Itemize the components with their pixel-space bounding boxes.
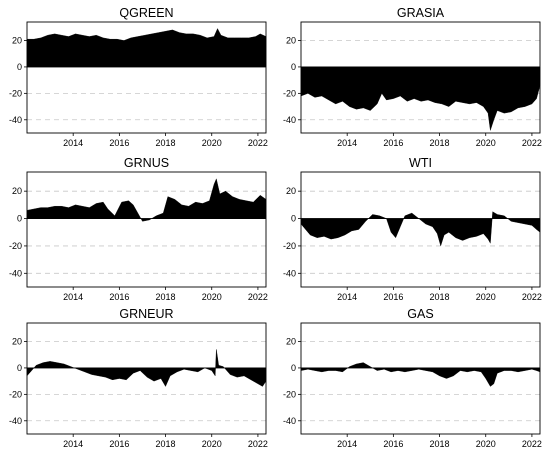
xtick-label: 2022: [522, 138, 542, 148]
ytick-label: -20: [9, 88, 22, 98]
xtick-label: 2022: [522, 292, 542, 302]
panel-title: GAS: [407, 307, 433, 321]
panel-grneur: 20 0 -20 -40 2014 2016 2018 2020 2022 GRNEUR: [9, 307, 268, 449]
plot-frame: [26, 171, 267, 288]
panel-wti: 20 0 -20 -40 2014 2016 2018 2020 2022 WTI: [283, 156, 542, 302]
ytick-label: 20: [286, 36, 296, 46]
ytick-label: 20: [12, 186, 22, 196]
ytick-label: 0: [291, 214, 296, 224]
xtick-label: 2018: [156, 138, 176, 148]
ytick-label: -20: [283, 241, 296, 251]
xtick-label: 2014: [337, 292, 357, 302]
panel-title: GRNUS: [124, 156, 169, 170]
ytick-label: -20: [283, 389, 296, 399]
series-area: [300, 66, 541, 131]
xtick-label: 2014: [63, 292, 83, 302]
plot-frame: [300, 322, 541, 435]
xtick-label: 2020: [476, 292, 496, 302]
panel-title: GRASIA: [397, 6, 445, 20]
plot-frame: [300, 171, 541, 288]
xtick-label: 2016: [109, 439, 129, 449]
xtick-label: 2020: [202, 138, 222, 148]
ytick-label: 0: [17, 62, 22, 72]
xtick-label: 2016: [109, 138, 129, 148]
panel-qgreen: 20 0 -20 -40 2014 2016 2018 2020 2022 QGREEN: [9, 6, 268, 148]
ytick-label: -20: [9, 389, 22, 399]
xtick-label: 2016: [383, 138, 403, 148]
ytick-label: 0: [291, 363, 296, 373]
panel-title: QGREEN: [119, 6, 173, 20]
ytick-label: 0: [17, 214, 22, 224]
ytick-label: -40: [9, 416, 22, 426]
ytick-label: 20: [12, 36, 22, 46]
panel-gas: 20 0 -20 -40 2014 2016 2018 2020 2022 GAS: [283, 307, 542, 449]
xtick-label: 2016: [383, 292, 403, 302]
ytick-label: 20: [286, 337, 296, 347]
ytick-label: 20: [12, 337, 22, 347]
ytick-label: 0: [291, 62, 296, 72]
xtick-label: 2014: [337, 439, 357, 449]
xtick-label: 2014: [337, 138, 357, 148]
xtick-label: 2016: [109, 292, 129, 302]
ytick-label: -20: [9, 241, 22, 251]
xtick-label: 2020: [476, 138, 496, 148]
ytick-label: -40: [283, 268, 296, 278]
ytick-label: -40: [283, 115, 296, 125]
panel-title: GRNEUR: [119, 307, 173, 321]
xtick-label: 2018: [430, 292, 450, 302]
plot-frame: [26, 21, 267, 134]
ytick-label: -40: [283, 416, 296, 426]
series-area: [300, 362, 541, 387]
ytick-label: -20: [283, 88, 296, 98]
xtick-label: 2022: [248, 292, 268, 302]
series-area: [300, 211, 541, 247]
xtick-label: 2018: [156, 439, 176, 449]
ytick-label: -40: [9, 268, 22, 278]
ytick-label: -40: [9, 115, 22, 125]
xtick-label: 2022: [248, 138, 268, 148]
panel-grnus: 20 0 -20 -40 2014 2016 2018 2020 2022 GRNUS: [9, 156, 268, 302]
panel-grasia: 20 0 -20 -40 2014 2016 2018 2020 2022 GRASIA: [283, 6, 542, 148]
plot-frame: [300, 21, 541, 134]
xtick-label: 2022: [522, 439, 542, 449]
panel-title: WTI: [409, 156, 432, 170]
ytick-label: 20: [286, 186, 296, 196]
xtick-label: 2016: [383, 439, 403, 449]
series-area: [26, 28, 267, 68]
series-area: [26, 178, 267, 222]
ytick-label: 0: [17, 363, 22, 373]
plot-frame: [26, 322, 267, 435]
xtick-label: 2018: [430, 138, 450, 148]
xtick-label: 2018: [156, 292, 176, 302]
xtick-label: 2020: [202, 439, 222, 449]
xtick-label: 2020: [476, 439, 496, 449]
xtick-label: 2022: [248, 439, 268, 449]
xtick-label: 2018: [430, 439, 450, 449]
xtick-label: 2014: [63, 439, 83, 449]
xtick-label: 2014: [63, 138, 83, 148]
xtick-label: 2020: [202, 292, 222, 302]
